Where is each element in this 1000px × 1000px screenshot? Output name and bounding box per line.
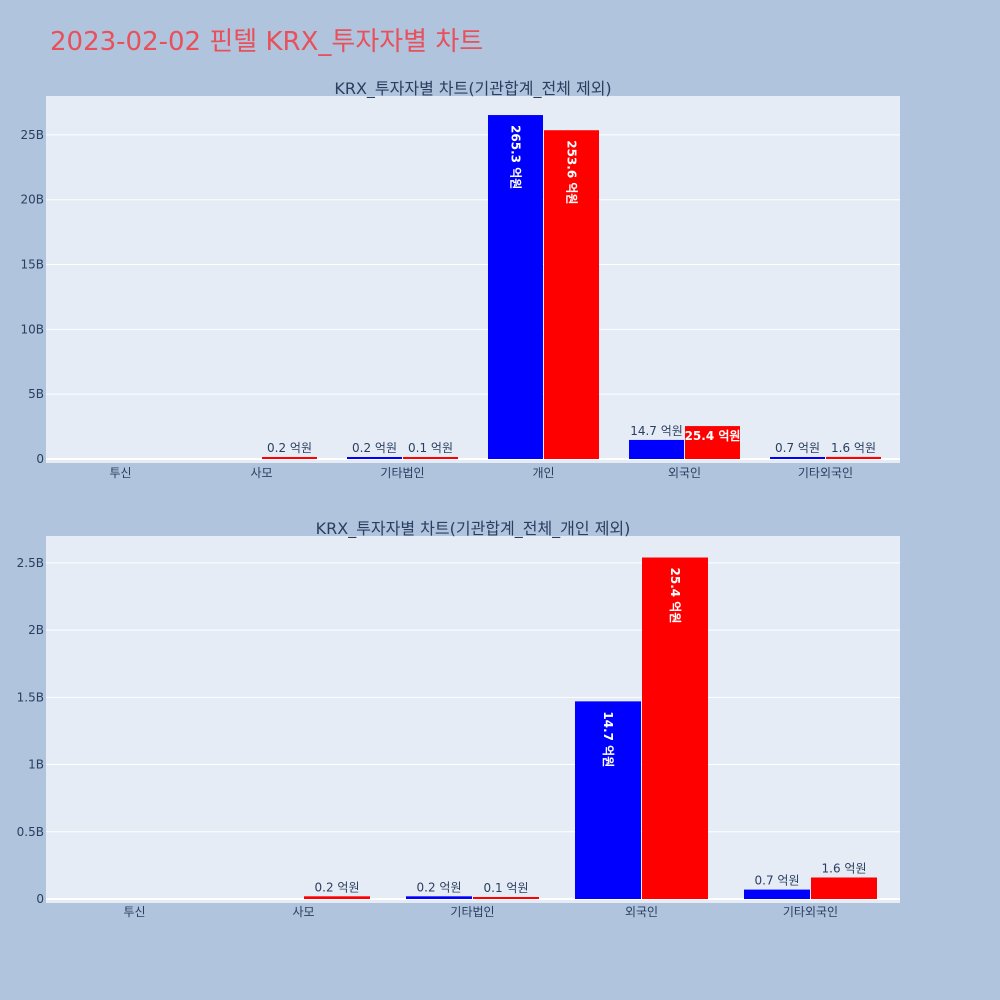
buy-bar <box>347 457 402 459</box>
data-label: 14.7 억원 <box>630 424 683 438</box>
data-label: 14.7 억원 <box>601 711 615 767</box>
buy-bar <box>770 457 825 459</box>
sell-bar <box>403 457 458 459</box>
data-label: 1.6 억원 <box>831 441 876 455</box>
y-tick-label: 20B <box>20 193 44 207</box>
x-tick-label: 외국인 <box>625 905 658 919</box>
chart-title: KRX_투자자별 차트(기관합계_전체 제외) <box>334 79 611 99</box>
plot-area <box>46 96 900 463</box>
x-tick-label: 사모 <box>292 905 314 919</box>
buy-bar <box>488 115 543 460</box>
x-tick-label: 기타외국인 <box>798 466 853 480</box>
sell-bar <box>473 897 539 899</box>
x-tick-label: 기타외국인 <box>783 905 838 919</box>
x-tick-label: 개인 <box>532 466 554 480</box>
sell-bar <box>811 877 877 899</box>
y-tick-label: 0.5B <box>17 825 44 839</box>
sell-bar <box>642 557 708 899</box>
buy-bar <box>575 701 641 899</box>
sell-bar <box>262 457 317 459</box>
chart-title: KRX_투자자별 차트(기관합계_전체_개인 제외) <box>316 519 631 539</box>
sell-bar <box>544 130 599 459</box>
y-tick-label: 15B <box>20 258 44 272</box>
data-label: 0.2 억원 <box>315 880 360 894</box>
buy-bar <box>744 889 810 899</box>
data-label: 0.1 억원 <box>408 441 453 455</box>
y-tick-label: 2B <box>28 623 44 637</box>
x-tick-label: 외국인 <box>668 466 701 480</box>
x-tick-label: 기타법인 <box>450 905 494 919</box>
chart-panel-2: KRX_투자자별 차트(기관합계_전체_개인 제외) 0 0.5B 1B 1.5B 2B… <box>17 519 900 919</box>
data-label: 1.6 억원 <box>822 861 867 875</box>
data-label: 25.4 억원 <box>668 568 682 624</box>
chart-panel-1: KRX_투자자별 차트(기관합계_전체 제외) 0 5B 10B 15B 20B 25B 투… <box>20 79 900 480</box>
x-tick-label: 투신 <box>109 466 131 480</box>
y-tick-label: 0 <box>36 892 44 906</box>
sell-bar <box>304 896 370 899</box>
y-tick-label: 10B <box>20 322 44 336</box>
page-title: 2023-02-02 핀텔 KRX_투자자별 차트 <box>50 27 483 57</box>
data-label: 0.7 억원 <box>775 441 820 455</box>
x-tick-label: 사모 <box>250 466 272 480</box>
x-tick-label: 투신 <box>123 905 145 919</box>
y-tick-label: 2.5B <box>17 556 44 570</box>
data-label: 253.6 억원 <box>565 140 579 204</box>
y-tick-label: 0 <box>36 452 44 466</box>
data-label: 0.2 억원 <box>352 441 397 455</box>
y-tick-label: 5B <box>28 387 44 401</box>
sell-bar <box>826 456 881 459</box>
data-label: 0.1 억원 <box>484 881 529 895</box>
plot-area <box>46 536 900 903</box>
data-label: 265.3 억원 <box>509 125 523 189</box>
data-label: 0.2 억원 <box>267 441 312 455</box>
data-label: 25.4 억원 <box>685 429 741 443</box>
buy-bar <box>629 439 684 459</box>
x-tick-label: 기타법인 <box>380 466 424 480</box>
data-label: 0.2 억원 <box>417 880 462 894</box>
sell-bar <box>685 426 740 459</box>
buy-bar <box>406 896 472 899</box>
y-tick-label: 1B <box>28 758 44 772</box>
y-tick-label: 25B <box>20 128 44 142</box>
y-tick-label: 1.5B <box>17 690 44 704</box>
data-label: 0.7 억원 <box>755 874 800 888</box>
